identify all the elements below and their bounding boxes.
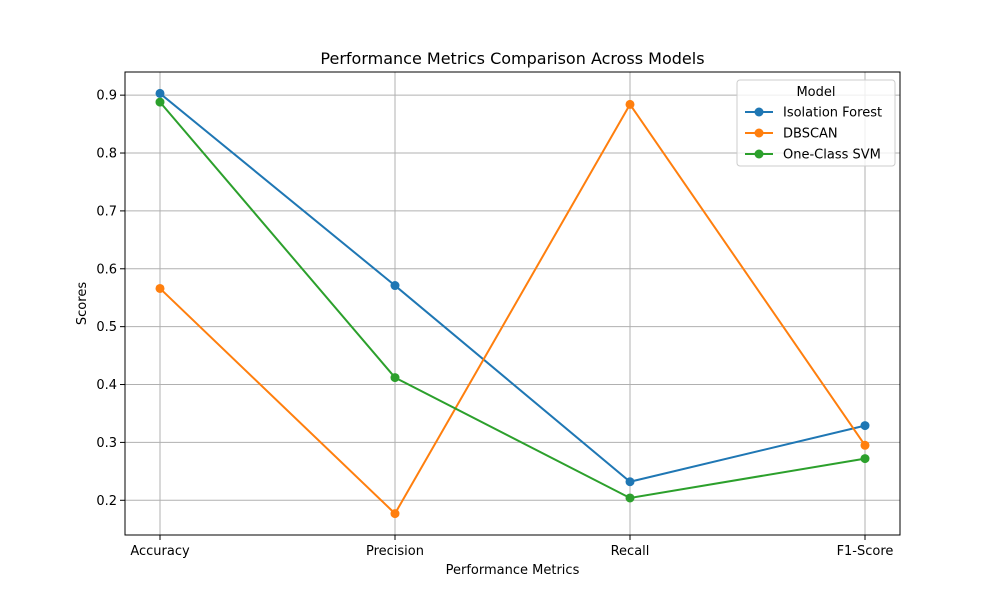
- legend-label: One-Class SVM: [783, 148, 881, 163]
- x-tick-label: Recall: [611, 544, 650, 559]
- series-line: [159, 101, 866, 500]
- x-axis-label: Performance Metrics: [446, 563, 580, 578]
- series-one-class-svm: [155, 97, 870, 503]
- data-point: [860, 440, 870, 450]
- data-point: [860, 421, 870, 431]
- legend-label: Isolation Forest: [783, 106, 882, 121]
- y-tick-label: 0.5: [96, 320, 117, 335]
- data-point: [625, 477, 635, 487]
- legend-box: [736, 79, 896, 167]
- legend-marker: [754, 107, 764, 117]
- data-point: [155, 283, 165, 293]
- data-point: [625, 99, 635, 109]
- legend: Model Isolation Forest DBSCAN One-Class SV…: [736, 79, 896, 167]
- y-tick-label: 0.2: [96, 494, 117, 509]
- plot-frame: [124, 71, 901, 536]
- data-point: [390, 281, 400, 291]
- series-dbscan: [155, 99, 870, 519]
- y-tick-label: 0.4: [96, 378, 117, 393]
- chart-title: Performance Metrics Comparison Across Mo…: [320, 49, 704, 68]
- y-tick-label: 0.7: [96, 204, 117, 219]
- data-point: [625, 493, 635, 503]
- legend-label: DBSCAN: [783, 127, 838, 142]
- data-point: [155, 97, 165, 107]
- data-point: [390, 373, 400, 383]
- y-axis-label: Scores: [75, 282, 90, 325]
- data-point: [390, 509, 400, 519]
- series-layer: [155, 88, 870, 519]
- data-point: [155, 88, 165, 98]
- legend-title: Model: [796, 85, 835, 100]
- y-tick-label: 0.8: [96, 147, 117, 162]
- legend-entry: DBSCAN: [745, 127, 838, 142]
- y-tick-label: 0.3: [96, 436, 117, 451]
- legend-marker: [754, 128, 764, 138]
- y-tick-label: 0.6: [96, 262, 117, 277]
- legend-marker: [754, 149, 764, 159]
- y-tick-label: 0.9: [96, 89, 117, 104]
- x-tick-label: F1-Score: [837, 544, 894, 559]
- x-tick-label: Accuracy: [130, 544, 190, 559]
- y-axis: 0.2 0.3 0.4 0.5 0.6 0.7 0.8 0.9: [96, 89, 125, 509]
- data-point: [860, 454, 870, 464]
- legend-entry: Isolation Forest: [745, 106, 882, 121]
- x-tick-label: Precision: [366, 544, 424, 559]
- series-line: [159, 92, 866, 483]
- series-line: [159, 102, 866, 516]
- series-isolation-forest: [155, 88, 870, 487]
- x-axis: Accuracy Precision Recall F1-Score: [130, 535, 893, 559]
- legend-entry: One-Class SVM: [745, 148, 881, 163]
